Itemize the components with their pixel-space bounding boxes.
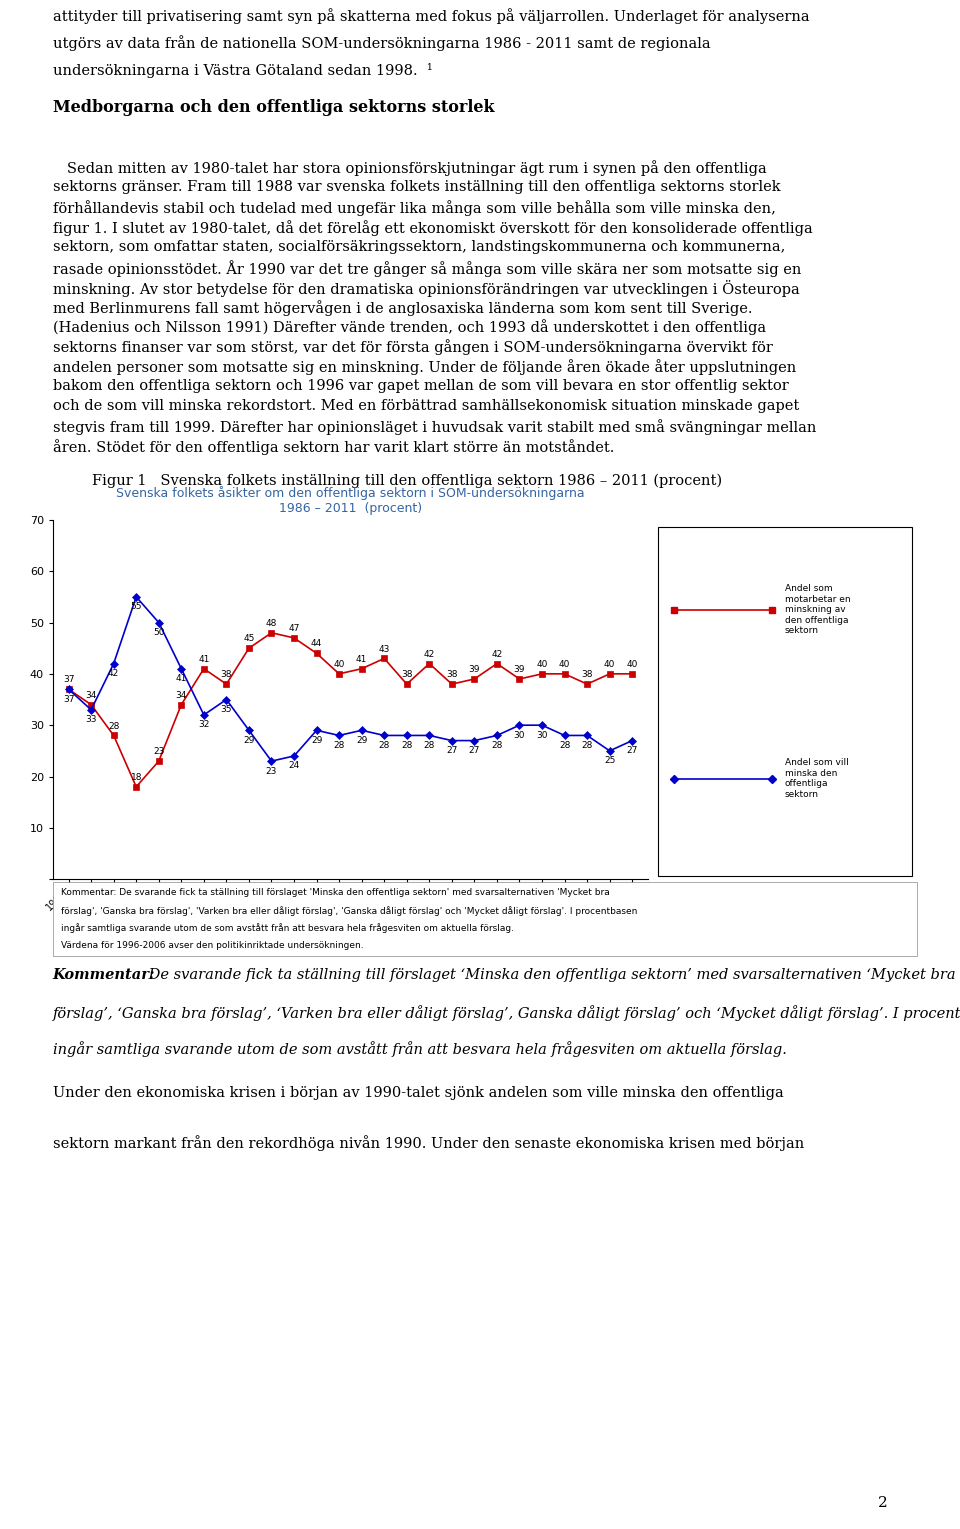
Text: 37: 37 (62, 694, 74, 703)
Text: Kommentar:: Kommentar: (53, 968, 156, 982)
Text: 38: 38 (582, 670, 593, 679)
Text: 28: 28 (401, 742, 413, 749)
Text: förslag', 'Ganska bra förslag', 'Varken bra eller dåligt förslag', 'Ganska dålig: förslag', 'Ganska bra förslag', 'Varken … (61, 905, 637, 916)
Text: 34: 34 (85, 691, 97, 700)
Text: 27: 27 (627, 746, 637, 755)
Text: attityder till privatisering samt syn på skatterna med fokus på väljarrollen. Un: attityder till privatisering samt syn på… (53, 8, 809, 23)
Text: rasade opinionsstödet. År 1990 var det tre gånger så många som ville skära ner s: rasade opinionsstödet. År 1990 var det t… (53, 260, 802, 277)
Text: 40: 40 (604, 661, 615, 668)
Text: 41: 41 (176, 674, 187, 683)
Text: 18: 18 (131, 772, 142, 781)
Text: ingår samtliga svarande utom de som avstått från att besvara hela frågesviten om: ingår samtliga svarande utom de som avst… (61, 924, 515, 933)
Text: 41: 41 (356, 654, 368, 664)
Text: Kommentar: De svarande fick ta ställning till förslaget 'Minska den offentliga s: Kommentar: De svarande fick ta ställning… (61, 888, 611, 898)
Text: ingår samtliga svarande utom de som avstått från att besvara hela frågesviten om: ingår samtliga svarande utom de som avst… (53, 1041, 786, 1058)
Text: 23: 23 (266, 766, 277, 775)
Text: 24: 24 (288, 761, 300, 771)
Text: 2: 2 (878, 1495, 888, 1511)
Text: 28: 28 (582, 742, 593, 749)
Text: 37: 37 (62, 676, 74, 685)
Text: med Berlinmurens fall samt högervågen i de anglosaxiska länderna som kom sent ti: med Berlinmurens fall samt högervågen i … (53, 300, 753, 315)
Text: 23: 23 (153, 748, 164, 757)
Text: minskning. Av stor betydelse för den dramatiska opinionsförändringen var utveckl: minskning. Av stor betydelse för den dra… (53, 280, 800, 297)
Text: Värdena för 1996-2006 avser den politikinriktade undersökningen.: Värdena för 1996-2006 avser den politiki… (61, 940, 364, 950)
Text: 39: 39 (468, 665, 480, 674)
Text: 50: 50 (153, 628, 164, 638)
Text: figur 1. I slutet av 1980-talet, då det förelåg ett ekonomiskt överskott för den: figur 1. I slutet av 1980-talet, då det … (53, 220, 812, 235)
Text: 39: 39 (514, 665, 525, 674)
Text: sektorn, som omfattar staten, socialförsäkringssektorn, landstingskommunerna och: sektorn, som omfattar staten, socialförs… (53, 240, 785, 254)
Text: Under den ekonomiska krisen i början av 1990-talet sjönk andelen som ville minsk: Under den ekonomiska krisen i början av … (53, 1086, 783, 1099)
Text: sektorn markant från den rekordhöga nivån 1990. Under den senaste ekonomiska kri: sektorn markant från den rekordhöga nivå… (53, 1135, 804, 1151)
Text: 38: 38 (221, 670, 232, 679)
Text: åren. Stödet för den offentliga sektorn har varit klart större än motståndet.: åren. Stödet för den offentliga sektorn … (53, 439, 614, 454)
Text: Andel som
motarbetar en
minskning av
den offentliga
sektorn: Andel som motarbetar en minskning av den… (784, 584, 851, 635)
Text: 25: 25 (604, 757, 615, 766)
Text: Medborgarna och den offentliga sektorns storlek: Medborgarna och den offentliga sektorns … (53, 99, 494, 116)
Text: 34: 34 (176, 691, 187, 700)
Text: bakom den offentliga sektorn och 1996 var gapet mellan de som vill bevara en sto: bakom den offentliga sektorn och 1996 va… (53, 379, 788, 393)
Text: 41: 41 (198, 654, 209, 664)
Text: 29: 29 (356, 735, 368, 745)
Text: 30: 30 (537, 731, 548, 740)
Text: undersökningarna i Västra Götaland sedan 1998.  ¹: undersökningarna i Västra Götaland sedan… (53, 63, 433, 78)
Text: och de som vill minska rekordstort. Med en förbättrad samhällsekonomisk situatio: och de som vill minska rekordstort. Med … (53, 399, 799, 413)
Text: utgörs av data från de nationella SOM-undersökningarna 1986 - 2011 samt de regio: utgörs av data från de nationella SOM-un… (53, 35, 710, 52)
Text: andelen personer som motsatte sig en minskning. Under de följande åren ökade åte: andelen personer som motsatte sig en min… (53, 359, 796, 375)
Text: 40: 40 (537, 661, 548, 668)
Text: förslag’, ‘Ganska bra förslag’, ‘Varken bra eller dåligt förslag’, Ganska dåligt: förslag’, ‘Ganska bra förslag’, ‘Varken … (53, 1005, 960, 1021)
Title: Svenska folkets åsikter om den offentliga sektorn i SOM-undersökningarna
1986 – : Svenska folkets åsikter om den offentlig… (116, 486, 585, 515)
Text: (Hadenius och Nilsson 1991) Därefter vände trenden, och 1993 då underskottet i d: (Hadenius och Nilsson 1991) Därefter vän… (53, 320, 766, 335)
Text: 28: 28 (378, 742, 390, 749)
Text: stegvis fram till 1999. Därefter har opinionsläget i huvudsak varit stabilt med : stegvis fram till 1999. Därefter har opi… (53, 419, 816, 434)
Text: 45: 45 (243, 635, 254, 644)
Text: 27: 27 (446, 746, 458, 755)
Text: 40: 40 (627, 661, 637, 668)
Text: De svarande fick ta ställning till förslaget ‘Minska den offentliga sektorn’ med: De svarande fick ta ställning till försl… (143, 968, 955, 982)
Text: förhållandevis stabil och tudelad med ungefär lika många som ville behålla som v: förhållandevis stabil och tudelad med un… (53, 200, 776, 216)
Text: 35: 35 (221, 705, 232, 714)
Text: 42: 42 (423, 650, 435, 659)
Text: 55: 55 (131, 602, 142, 612)
Text: 28: 28 (492, 742, 503, 749)
Text: 48: 48 (266, 619, 277, 628)
Text: 28: 28 (423, 742, 435, 749)
Text: Figur 1   Svenska folkets inställning till den offentliga sektorn 1986 – 2011 (p: Figur 1 Svenska folkets inställning till… (91, 474, 722, 488)
Text: 44: 44 (311, 639, 323, 648)
Text: 42: 42 (108, 670, 119, 677)
Text: Sedan mitten av 1980-talet har stora opinionsförskjutningar ägt rum i synen på d: Sedan mitten av 1980-talet har stora opi… (53, 161, 766, 176)
Text: 27: 27 (468, 746, 480, 755)
Text: 40: 40 (559, 661, 570, 668)
Text: 28: 28 (559, 742, 570, 749)
Text: sektorns gränser. Fram till 1988 var svenska folkets inställning till den offent: sektorns gränser. Fram till 1988 var sve… (53, 180, 780, 194)
Text: 47: 47 (288, 624, 300, 633)
Text: 30: 30 (514, 731, 525, 740)
Text: 38: 38 (446, 670, 458, 679)
Text: 29: 29 (243, 735, 254, 745)
Text: 28: 28 (333, 742, 345, 749)
Text: 28: 28 (108, 722, 119, 731)
Text: 32: 32 (198, 720, 209, 729)
Text: sektorns finanser var som störst, var det för första gången i SOM-undersökningar: sektorns finanser var som störst, var de… (53, 339, 773, 355)
Text: 40: 40 (333, 661, 345, 668)
Text: 38: 38 (401, 670, 413, 679)
Text: 42: 42 (492, 650, 503, 659)
Text: 33: 33 (85, 716, 97, 725)
Text: Andel som vill
minska den
offentliga
sektorn: Andel som vill minska den offentliga sek… (784, 758, 849, 798)
Text: 29: 29 (311, 735, 323, 745)
Text: 43: 43 (378, 645, 390, 653)
